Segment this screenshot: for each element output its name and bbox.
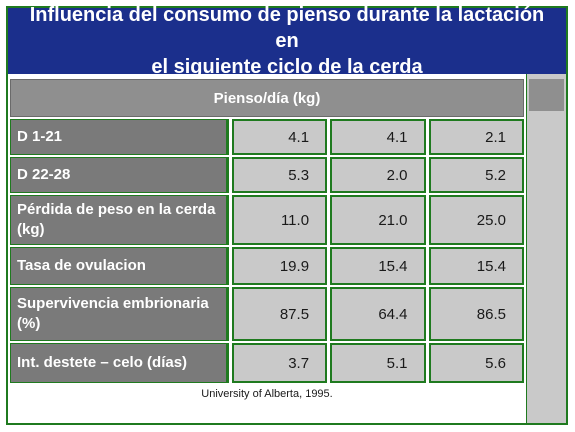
table-cell: 2.0 <box>330 157 426 193</box>
row-label: D 1-21 <box>10 119 229 155</box>
table-cell: 87.5 <box>231 287 328 341</box>
row-label: Int. destete – celo (días) <box>10 343 229 383</box>
table-row: D 22-28 5.3 2.0 5.2 <box>10 157 524 193</box>
table-row: D 1-21 4.1 4.1 2.1 <box>10 119 524 155</box>
title-line-2: el siguiente ciclo de la cerda <box>151 56 423 78</box>
table-cell: 15.4 <box>330 247 426 285</box>
table-cell: 5.2 <box>428 157 524 193</box>
table-cell: 3.7 <box>231 343 328 383</box>
slide: Influencia del consumo de pienso durante… <box>6 4 568 425</box>
table-cell: 86.5 <box>428 287 524 341</box>
table-cell: 2.1 <box>428 119 524 155</box>
title-line-1: Influencia del consumo de pienso durante… <box>29 4 545 52</box>
table-cell: 4.1 <box>330 119 426 155</box>
row-label: Pérdida de peso en la cerda (kg) <box>10 195 229 245</box>
table-cell: 5.6 <box>428 343 524 383</box>
row-label: Tasa de ovulacion <box>10 247 229 285</box>
table-cell: 21.0 <box>330 195 426 245</box>
table-header-label: Pienso/día (kg) <box>213 89 321 107</box>
table-cell: 11.0 <box>231 195 328 245</box>
source-citation: University of Alberta, 1995. <box>201 388 333 400</box>
table-cell: 4.1 <box>231 119 328 155</box>
right-side-panel <box>526 74 566 423</box>
table-header: Pienso/día (kg) <box>10 79 524 117</box>
table-row: Int. destete – celo (días) 3.7 5.1 5.6 <box>10 343 524 383</box>
right-side-panel-cap <box>529 79 564 111</box>
table-cell: 25.0 <box>428 195 524 245</box>
row-label: Supervivencia embrionaria (%) <box>10 287 229 341</box>
table-row: Tasa de ovulacion 19.9 15.4 15.4 <box>10 247 524 285</box>
row-label: D 22-28 <box>10 157 229 193</box>
table-row: Pérdida de peso en la cerda (kg) 11.0 21… <box>10 195 524 245</box>
table-cell: 19.9 <box>231 247 328 285</box>
table-row: Supervivencia embrionaria (%) 87.5 64.4 … <box>10 287 524 341</box>
table-cell: 15.4 <box>428 247 524 285</box>
table-cell: 64.4 <box>330 287 426 341</box>
table-cell: 5.1 <box>330 343 426 383</box>
table-cell: 5.3 <box>231 157 328 193</box>
slide-title: Influencia del consumo de pienso durante… <box>8 4 566 78</box>
